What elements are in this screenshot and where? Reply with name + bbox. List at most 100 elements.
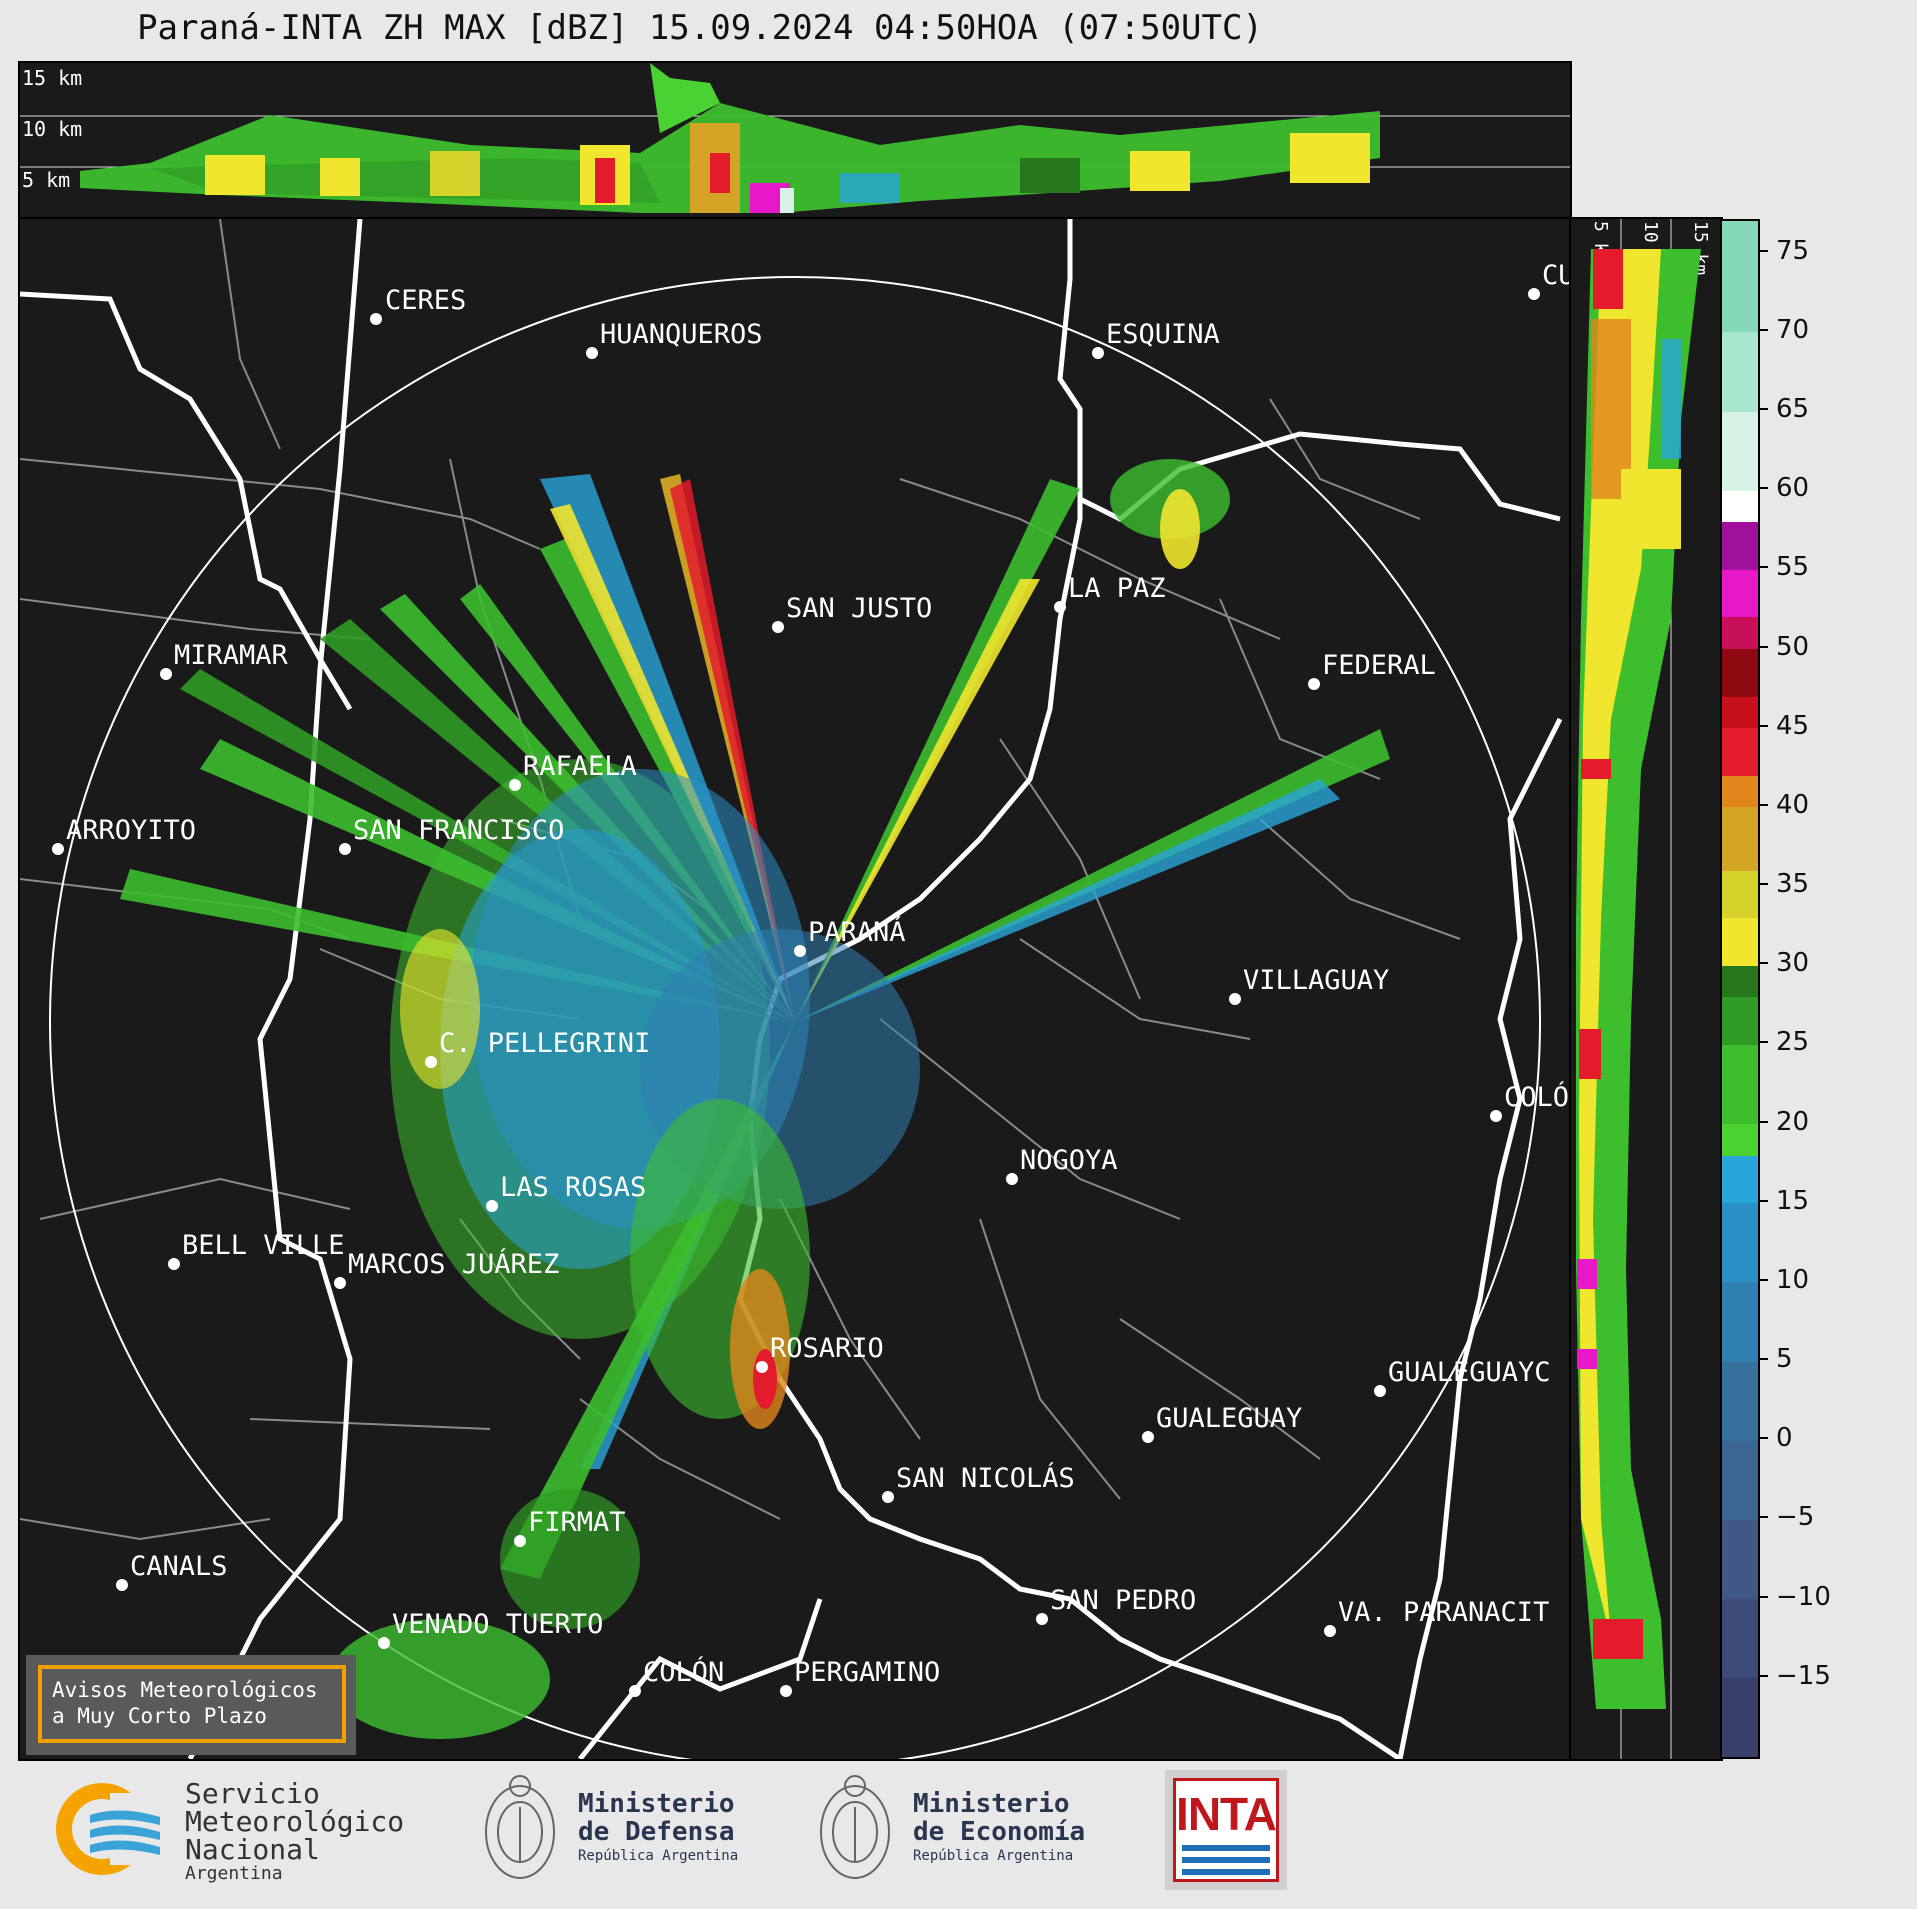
side-cross-section-panel: 5 km 10 km 15 km <box>1569 217 1723 1761</box>
colorbar-band <box>1722 1677 1758 1758</box>
defensa-line-3: República Argentina <box>578 1848 738 1864</box>
colorbar-tick-mark <box>1758 1595 1768 1598</box>
colorbar-band <box>1722 1598 1758 1679</box>
notice-box: Avisos Meteorológicos a Muy Corto Plazo <box>26 1655 356 1755</box>
city-label-gualeguaychu: GUALEGUAYC <box>1388 1357 1551 1388</box>
city-label-miramar: MIRAMAR <box>174 640 289 671</box>
colorbar-tick-label: 15 <box>1776 1185 1810 1216</box>
colorbar-tick-mark <box>1758 803 1768 806</box>
colorbar-tick-label: 45 <box>1776 710 1810 741</box>
colorbar-tick-mark <box>1758 249 1768 252</box>
colorbar-band <box>1722 727 1758 776</box>
defensa-line-2: de Defensa <box>578 1817 735 1847</box>
city-label-pergamino: PERGAMINO <box>794 1657 940 1688</box>
colorbar-tick-label: 50 <box>1776 631 1810 662</box>
colorbar-band <box>1722 1202 1758 1283</box>
national-coat-of-arms-icon <box>485 1775 555 1879</box>
colorbar-band <box>1722 1361 1758 1441</box>
colorbar-tick-mark <box>1758 1358 1768 1361</box>
colorbar-band <box>1722 616 1758 650</box>
colorbar-band <box>1722 965 1758 998</box>
colorbar-tick-mark <box>1758 1041 1768 1044</box>
city-label-las-rosas: LAS ROSAS <box>500 1172 646 1203</box>
colorbar-tick-mark <box>1758 487 1768 490</box>
colorbar-band <box>1722 1123 1758 1156</box>
city-label-villa-paranacito: VA. PARANACIT <box>1338 1597 1549 1628</box>
smn-line-4: Argentina <box>185 1863 283 1884</box>
colorbar-tick-mark <box>1758 566 1768 569</box>
city-label-c-pellegrini: C. PELLEGRINI <box>439 1028 650 1059</box>
city-label-huanqueros: HUANQUEROS <box>600 319 763 350</box>
city-markers <box>52 288 1540 1697</box>
colorbar-band <box>1722 1519 1758 1600</box>
radar-map: CERES HUANQUEROS ESQUINA CU SAN JUSTO LA… <box>20 219 1570 1759</box>
top-height-label-15: 15 km <box>22 66 82 90</box>
smn-emblem-icon <box>56 1783 160 1875</box>
colorbar-tick-label: −5 <box>1776 1502 1815 1533</box>
inta-logo: INTA <box>1165 1770 1287 1890</box>
colorbar-tick-mark <box>1758 962 1768 965</box>
side-cross-section: 5 km 10 km 15 km <box>1576 219 1711 1759</box>
colorbar-band <box>1722 521 1758 570</box>
national-coat-of-arms-icon <box>820 1775 890 1879</box>
city-label-firmat: FIRMAT <box>528 1507 626 1538</box>
city-label-federal: FEDERAL <box>1322 650 1436 681</box>
colorbar-tick-label: −10 <box>1776 1581 1831 1612</box>
city-label-san-nicolas: SAN NICOLÁS <box>896 1462 1075 1494</box>
colorbar-tick-label: 35 <box>1776 869 1810 900</box>
reflectivity-colorbar <box>1720 219 1760 1759</box>
colorbar-band <box>1722 1044 1758 1125</box>
smn-line-1: Servicio <box>185 1777 320 1810</box>
colorbar-band <box>1722 411 1758 491</box>
city-label-parana: PARANÁ <box>808 916 906 948</box>
colorbar-tick-mark <box>1758 1199 1768 1202</box>
colorbar-tick-label: 70 <box>1776 314 1810 345</box>
ministerio-economia-logo: Ministerio de Economía República Argenti… <box>820 1775 1085 1879</box>
notice-line-1: Avisos Meteorológicos <box>52 1678 318 1702</box>
city-label-gualeguay: GUALEGUAY <box>1156 1403 1302 1434</box>
city-label-villaguay: VILLAGUAY <box>1243 965 1389 996</box>
city-label-colo: COLÓ <box>1504 1081 1569 1113</box>
colorbar-tick-label: 65 <box>1776 394 1810 425</box>
colorbar-tick-label: 40 <box>1776 789 1810 820</box>
top-cross-section: 15 km 10 km 5 km <box>20 63 1570 213</box>
colorbar-tick-label: 25 <box>1776 1027 1810 1058</box>
colorbar-tick-label: 20 <box>1776 1106 1810 1137</box>
colorbar-band <box>1722 775 1758 808</box>
colorbar-band <box>1722 569 1758 618</box>
city-labels: CERES HUANQUEROS ESQUINA CU SAN JUSTO LA… <box>66 260 1570 1688</box>
colorbar-tick-mark <box>1758 1120 1768 1123</box>
colorbar-band <box>1722 1281 1758 1362</box>
colorbar-tick-label: 75 <box>1776 235 1810 266</box>
side-echo-band <box>1576 249 1701 1709</box>
city-label-marcos-juarez: MARCOS JUÁREZ <box>348 1248 559 1280</box>
city-label-san-justo: SAN JUSTO <box>786 593 932 624</box>
colorbar-tick-mark <box>1758 1674 1768 1677</box>
city-label-rosario: ROSARIO <box>770 1333 884 1364</box>
top-echo-band <box>80 63 1380 213</box>
city-label-san-francisco: SAN FRANCISCO <box>353 815 564 846</box>
colorbar-band <box>1722 806 1758 871</box>
map-title: Paraná-INTA ZH MAX [dBZ] 15.09.2024 04:5… <box>137 8 1263 48</box>
colorbar-tick-mark <box>1758 328 1768 331</box>
colorbar-tick-label: 10 <box>1776 1264 1810 1295</box>
colorbar-tick-label: 5 <box>1776 1344 1793 1375</box>
colorbar-band <box>1722 221 1758 333</box>
city-label-esquina: ESQUINA <box>1106 319 1220 350</box>
colorbar-tick-mark <box>1758 724 1768 727</box>
city-label-cu: CU <box>1542 260 1570 291</box>
economia-line-1: Ministerio <box>913 1789 1070 1819</box>
top-height-label-5: 5 km <box>22 168 70 192</box>
colorbar-band <box>1722 917 1758 966</box>
smn-line-3: Nacional <box>185 1833 320 1866</box>
colorbar-band <box>1722 696 1758 729</box>
colorbar-tick-mark <box>1758 645 1768 648</box>
city-label-ceres: CERES <box>385 285 466 316</box>
radar-map-panel: CERES HUANQUEROS ESQUINA CU SAN JUSTO LA… <box>18 217 1572 1761</box>
colorbar-band <box>1722 1440 1758 1520</box>
city-label-colon: COLÓN <box>643 1656 724 1688</box>
colorbar-band <box>1722 490 1758 523</box>
colorbar-band <box>1722 996 1758 1045</box>
colorbar-band <box>1722 1155 1758 1204</box>
colorbar-band <box>1722 870 1758 919</box>
